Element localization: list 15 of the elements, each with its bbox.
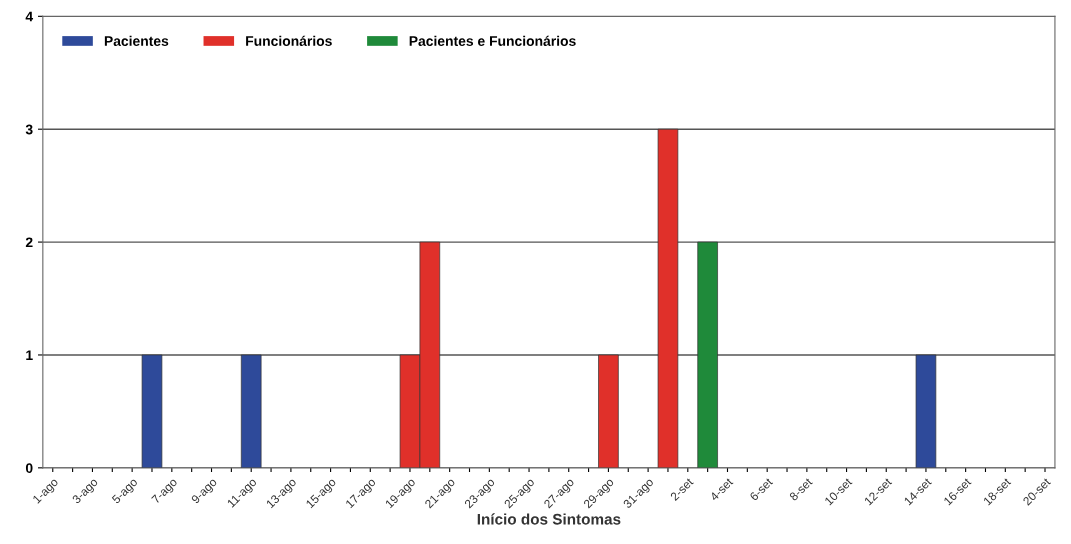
legend-label: Pacientes e Funcionários bbox=[409, 35, 576, 46]
y-tick-label: 1 bbox=[26, 350, 33, 360]
bar bbox=[915, 354, 937, 468]
y-tick-label: 2 bbox=[25, 237, 33, 248]
bar bbox=[141, 354, 163, 468]
legend-label: Funcionários bbox=[246, 35, 332, 46]
bar bbox=[697, 241, 718, 468]
y-tick-label: 4 bbox=[25, 11, 34, 22]
bar bbox=[657, 128, 679, 468]
y-tick-label: 3 bbox=[25, 124, 33, 135]
x-axis-title: Início dos Sintomas bbox=[477, 513, 621, 525]
bar bbox=[240, 354, 262, 468]
legend-label: Pacientes bbox=[104, 35, 169, 46]
y-tick-label: 0 bbox=[25, 463, 33, 474]
bar bbox=[598, 354, 619, 468]
